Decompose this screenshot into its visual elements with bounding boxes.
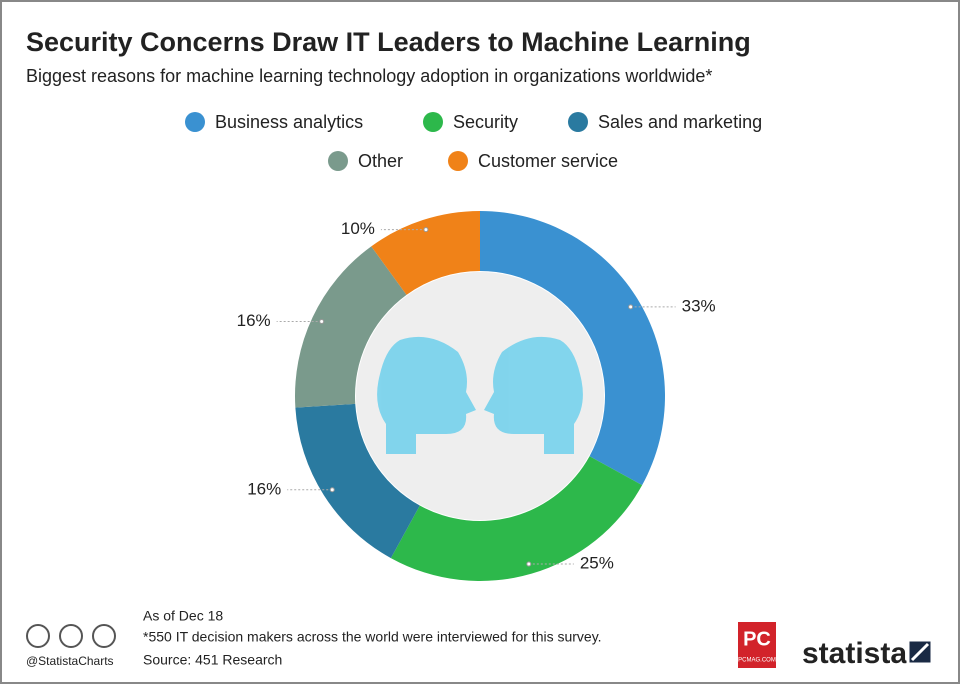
donut-segment	[295, 403, 420, 559]
legend-swatch	[423, 112, 443, 132]
partner-logo-box	[738, 622, 776, 668]
data-label: 25%	[580, 554, 614, 573]
legend-swatch	[448, 151, 468, 171]
brand-icon	[906, 638, 934, 666]
footer-icons	[26, 624, 116, 648]
legend-label: Customer service	[478, 151, 618, 171]
source: Source: 451 Research	[143, 652, 282, 668]
legend-label: Business analytics	[215, 112, 363, 132]
legend-label: Sales and marketing	[598, 112, 762, 132]
legend-label: Other	[358, 151, 403, 171]
legend-label: Security	[453, 112, 518, 132]
data-label: 10%	[341, 219, 375, 238]
chart-title: Security Concerns Draw IT Leaders to Mac…	[26, 27, 751, 57]
legend-swatch	[328, 151, 348, 171]
date-note: As of Dec 18	[143, 608, 223, 624]
inner-circle	[356, 272, 604, 520]
data-label: 16%	[247, 479, 281, 498]
partner-site: PCMAG.COM	[738, 658, 776, 664]
donut-segment	[480, 211, 666, 486]
label-dot	[319, 318, 325, 324]
label-dot	[526, 561, 532, 567]
chart-subtitle: Biggest reasons for machine learning tec…	[26, 66, 712, 86]
partner-logo: PC	[743, 628, 771, 650]
heads-icon	[377, 336, 583, 454]
donut-segment	[371, 211, 480, 295]
data-label: 33%	[682, 296, 716, 315]
label-dot	[423, 227, 429, 233]
label-dot	[329, 487, 335, 493]
label-dot	[628, 304, 634, 310]
donut-segment	[295, 246, 407, 408]
data-label: 16%	[237, 311, 271, 330]
handle: @StatistaCharts	[26, 654, 114, 668]
donut-segment	[390, 456, 643, 581]
legend-swatch	[185, 112, 205, 132]
brand: statista	[802, 637, 907, 670]
legend-swatch	[568, 112, 588, 132]
footnote: *550 IT decision makers across the world…	[143, 629, 602, 645]
